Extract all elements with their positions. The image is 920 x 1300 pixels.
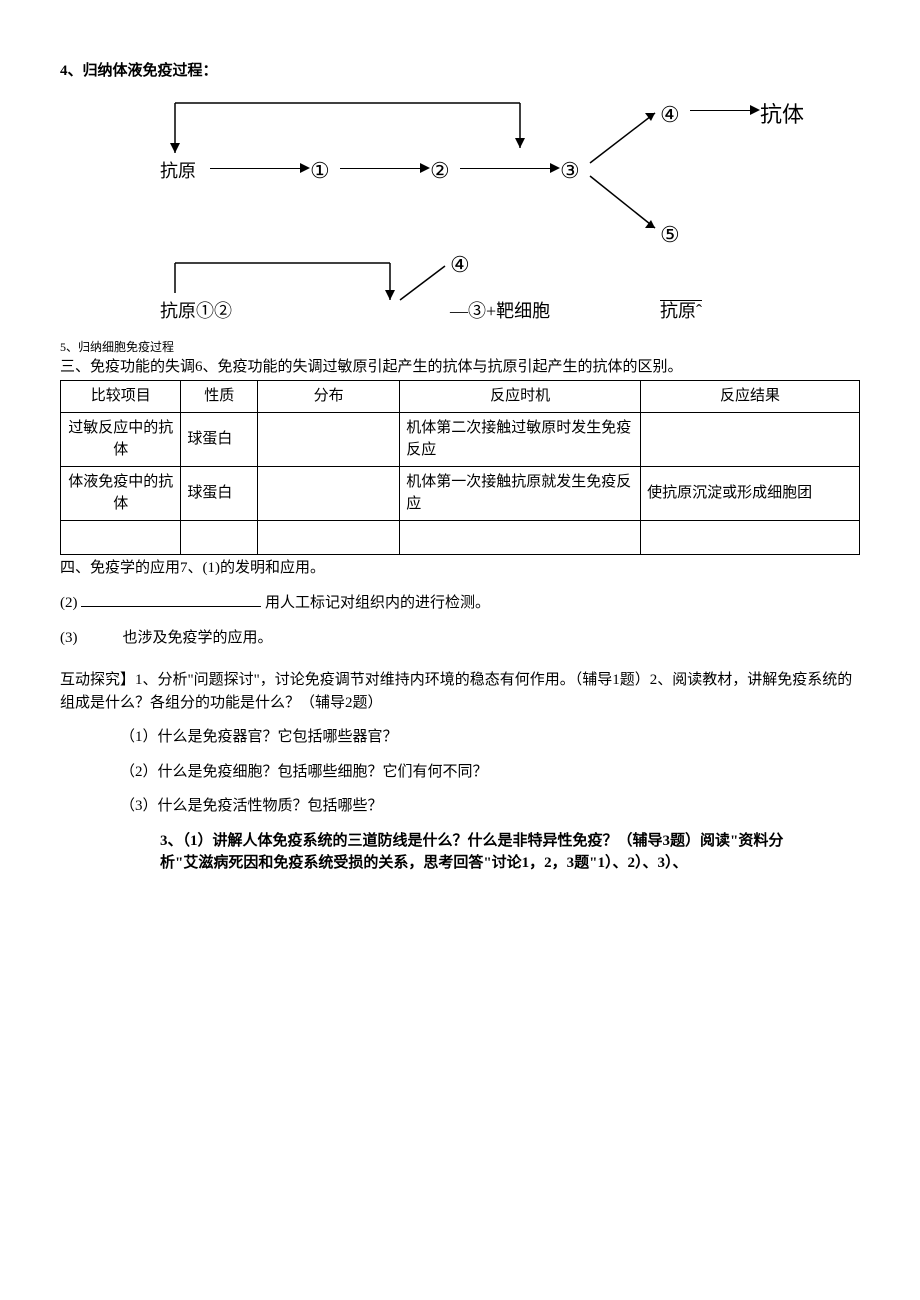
td-1-2: [258, 466, 400, 520]
arrowhead-antibody: [750, 105, 760, 115]
node-antigen: 抗原: [160, 158, 196, 185]
td-2-0: [61, 520, 181, 554]
node2-antigen-hat-text: 抗原ˆ: [660, 301, 702, 321]
item4-title: 4、归纳体液免疫过程：: [60, 60, 860, 83]
section4-p2: (2) 用人工标记对组织内的进行检测。: [60, 591, 860, 615]
node2-c4: ④: [450, 248, 470, 281]
interactive-q3: （3）什么是免疫活性物质？包括哪些？: [120, 795, 860, 818]
interactive-title: 互动探究】1、分析"问题探讨"，讨论免疫调节对维持内环境的稳态有何作用。（辅导1…: [60, 669, 860, 714]
th-4: 反应结果: [641, 381, 860, 413]
item5-label: 5、归纳细胞免疫过程: [60, 338, 860, 356]
th-0: 比较项目: [61, 381, 181, 413]
node-c3: ③: [560, 154, 580, 187]
section4-p3: (3) 也涉及免疫学的应用。: [60, 627, 860, 650]
node-antibody: 抗体: [760, 98, 804, 131]
td-2-2: [258, 520, 400, 554]
line-c2-c3: [460, 168, 550, 170]
table-row: [61, 520, 860, 554]
td-0-1: 球蛋白: [181, 412, 258, 466]
td-0-4: [641, 412, 860, 466]
td-1-4: 使抗原沉淀或形成细胞团: [641, 466, 860, 520]
td-1-3: 机体第一次接触抗原就发生免疫反应: [400, 466, 641, 520]
interactive-q2: （2）什么是免疫细胞？包括哪些细胞？它们有何不同？: [120, 761, 860, 784]
line-c1-c2: [340, 168, 420, 170]
section3-title: 三、免疫功能的失调6、免疫功能的失调过敏原引起产生的抗体与抗原引起产生的抗体的区…: [60, 356, 860, 379]
interactive-q3-block: 3、（1）讲解人体免疫系统的三道防线是什么？什么是非特异性免疫？（辅导3题）阅读…: [160, 830, 820, 875]
node-c2: ②: [430, 154, 450, 187]
table-row: 体液免疫中的抗体 球蛋白 机体第一次接触抗原就发生免疫反应 使抗原沉淀或形成细胞…: [61, 466, 860, 520]
th-1: 性质: [181, 381, 258, 413]
td-1-1: 球蛋白: [181, 466, 258, 520]
td-0-0: 过敏反应中的抗体: [61, 412, 181, 466]
section4-title: 四、免疫学的应用7、(1)的发明和应用。: [60, 557, 860, 580]
td-0-2: [258, 412, 400, 466]
node-c4: ④: [660, 98, 680, 131]
table-row: 过敏反应中的抗体 球蛋白 机体第二次接触过敏原时发生免疫反应: [61, 412, 860, 466]
th-2: 分布: [258, 381, 400, 413]
arrowhead-c3: [550, 163, 560, 173]
fill-blank[interactable]: [81, 591, 261, 607]
node-c5: ⑤: [660, 218, 680, 251]
th-3: 反应时机: [400, 381, 641, 413]
node2-target: —③+靶细胞: [450, 298, 550, 325]
node2-antigen-hat: 抗原ˆ: [660, 298, 702, 325]
diagram-humoral-immunity: 抗原 ① ② ③ ④ ⑤ 抗体 抗原①② ④ —③+靶细胞 抗原ˆ: [100, 88, 860, 328]
td-2-3: [400, 520, 641, 554]
table-header-row: 比较项目 性质 分布 反应时机 反应结果: [61, 381, 860, 413]
node2-antigen12: 抗原①②: [160, 298, 232, 325]
arrowhead-c1: [300, 163, 310, 173]
td-1-0: 体液免疫中的抗体: [61, 466, 181, 520]
p2-prefix: (2): [60, 595, 78, 611]
arrowhead-c2: [420, 163, 430, 173]
td-2-1: [181, 520, 258, 554]
td-0-3: 机体第二次接触过敏原时发生免疫反应: [400, 412, 641, 466]
td-2-4: [641, 520, 860, 554]
interactive-q1: （1）什么是免疫器官？它包括哪些器官？: [120, 726, 860, 749]
comparison-table: 比较项目 性质 分布 反应时机 反应结果 过敏反应中的抗体 球蛋白 机体第二次接…: [60, 380, 860, 555]
p2-suffix: 用人工标记对组织内的进行检测。: [265, 595, 490, 611]
line-c4-antibody: [690, 110, 750, 112]
line-antigen-c1: [210, 168, 300, 170]
node-c1: ①: [310, 154, 330, 187]
